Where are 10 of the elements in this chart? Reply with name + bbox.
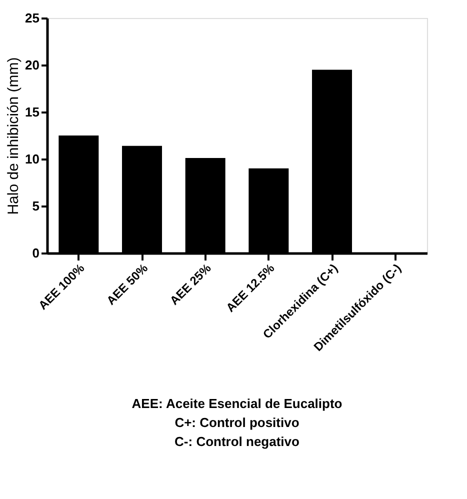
y-tick-label: 0	[32, 246, 40, 260]
y-tick-label: 25	[25, 10, 40, 26]
text: C-: Control negativo	[174, 434, 300, 449]
y-tick-label: 20	[25, 58, 40, 72]
y-tick-label: 5	[32, 198, 40, 214]
text: AEE: Aceite Esencial de Eucalipto	[132, 396, 342, 411]
text: C+: Control positivo	[174, 415, 300, 430]
y-axis-title: Halo de inhibición (mm)	[5, 57, 22, 215]
y-tick-label: 15	[25, 104, 40, 120]
y-tick-label: 10	[25, 152, 40, 166]
